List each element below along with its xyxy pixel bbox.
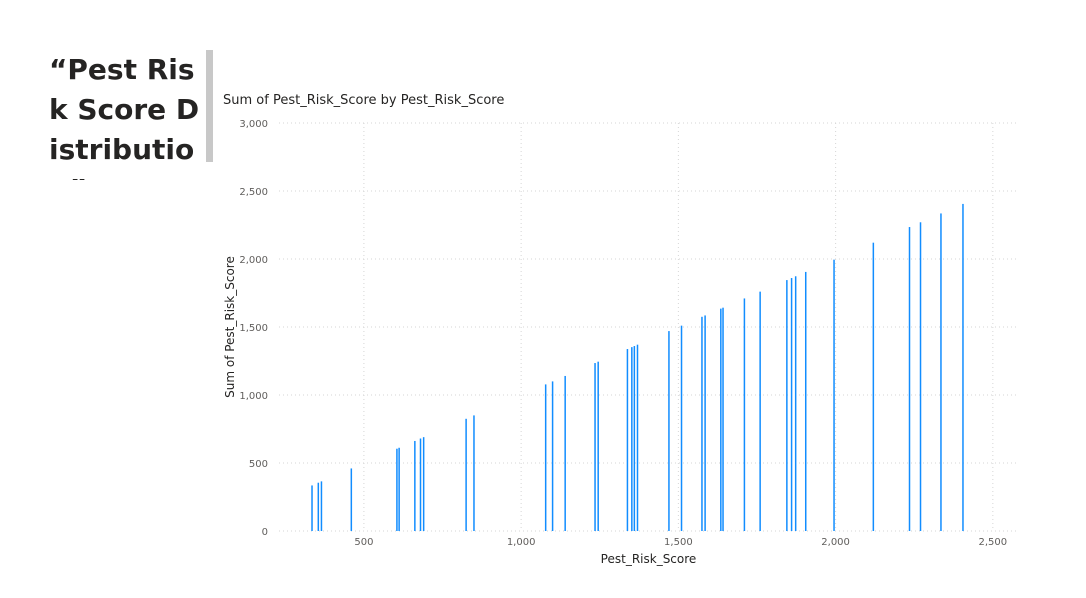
bar[interactable] bbox=[919, 222, 922, 531]
y-tick-label: 500 bbox=[249, 459, 268, 470]
bar[interactable] bbox=[594, 363, 596, 531]
bar[interactable] bbox=[940, 213, 942, 531]
bar[interactable] bbox=[790, 278, 793, 531]
bar[interactable] bbox=[786, 280, 788, 531]
bar[interactable] bbox=[804, 271, 807, 531]
bar[interactable] bbox=[701, 316, 703, 531]
x-tick-label: 500 bbox=[354, 537, 373, 548]
bar[interactable] bbox=[564, 375, 566, 531]
x-tick-label: 1,500 bbox=[664, 537, 693, 548]
bar[interactable] bbox=[551, 381, 554, 531]
chart-title: Sum of Pest_Risk_Score by Pest_Risk_Scor… bbox=[223, 93, 505, 108]
x-axis-label: Pest_Risk_Score bbox=[601, 552, 697, 566]
chart-bars bbox=[311, 203, 964, 532]
bar[interactable] bbox=[465, 418, 467, 531]
y-tick-label: 1,000 bbox=[239, 391, 268, 402]
bar[interactable] bbox=[317, 482, 320, 531]
y-tick-label: 1,500 bbox=[239, 323, 268, 334]
bar[interactable] bbox=[962, 203, 964, 532]
bar[interactable] bbox=[320, 481, 323, 531]
bar[interactable] bbox=[311, 485, 313, 531]
bar[interactable] bbox=[398, 447, 400, 531]
bar[interactable] bbox=[419, 438, 422, 531]
x-tick-label: 2,500 bbox=[979, 537, 1008, 548]
bar[interactable] bbox=[633, 346, 636, 531]
bar[interactable] bbox=[473, 415, 475, 531]
bar[interactable] bbox=[908, 227, 911, 532]
bar[interactable] bbox=[872, 242, 875, 531]
x-tick-label: 1,000 bbox=[507, 537, 536, 548]
bar[interactable] bbox=[414, 440, 416, 531]
bar[interactable] bbox=[704, 315, 706, 531]
bar[interactable] bbox=[350, 468, 353, 531]
chart-grid bbox=[279, 122, 1018, 532]
bar[interactable] bbox=[833, 259, 835, 531]
bar[interactable] bbox=[720, 308, 722, 531]
y-tick-label: 0 bbox=[262, 527, 268, 538]
y-tick-label: 2,500 bbox=[239, 187, 268, 198]
y-tick-label: 3,000 bbox=[239, 119, 268, 130]
bar[interactable] bbox=[668, 331, 670, 531]
bar[interactable] bbox=[422, 437, 425, 531]
x-axis-ticks: 500 1,000 1,500 2,000 2,500 bbox=[354, 537, 1007, 548]
bar[interactable] bbox=[626, 349, 629, 531]
x-tick-label: 2,000 bbox=[821, 537, 850, 548]
bar[interactable] bbox=[680, 325, 683, 531]
y-axis-ticks: 0 500 1,000 1,500 2,000 2,500 3,000 bbox=[239, 119, 268, 538]
bar[interactable] bbox=[396, 448, 398, 531]
page-title: “Pest Risk Score Distribution” bbox=[49, 53, 200, 180]
bar[interactable] bbox=[544, 384, 547, 531]
bar[interactable] bbox=[636, 344, 639, 531]
y-tick-label: 2,000 bbox=[239, 255, 268, 266]
bar[interactable] bbox=[794, 276, 797, 531]
bar[interactable] bbox=[597, 361, 599, 531]
y-axis-label: Sum of Pest_Risk_Score bbox=[223, 256, 237, 398]
bar[interactable] bbox=[722, 307, 724, 531]
bar[interactable] bbox=[759, 291, 761, 531]
bar[interactable] bbox=[631, 347, 633, 531]
bar[interactable] bbox=[743, 298, 746, 531]
title-scrollbar[interactable] bbox=[206, 50, 213, 162]
